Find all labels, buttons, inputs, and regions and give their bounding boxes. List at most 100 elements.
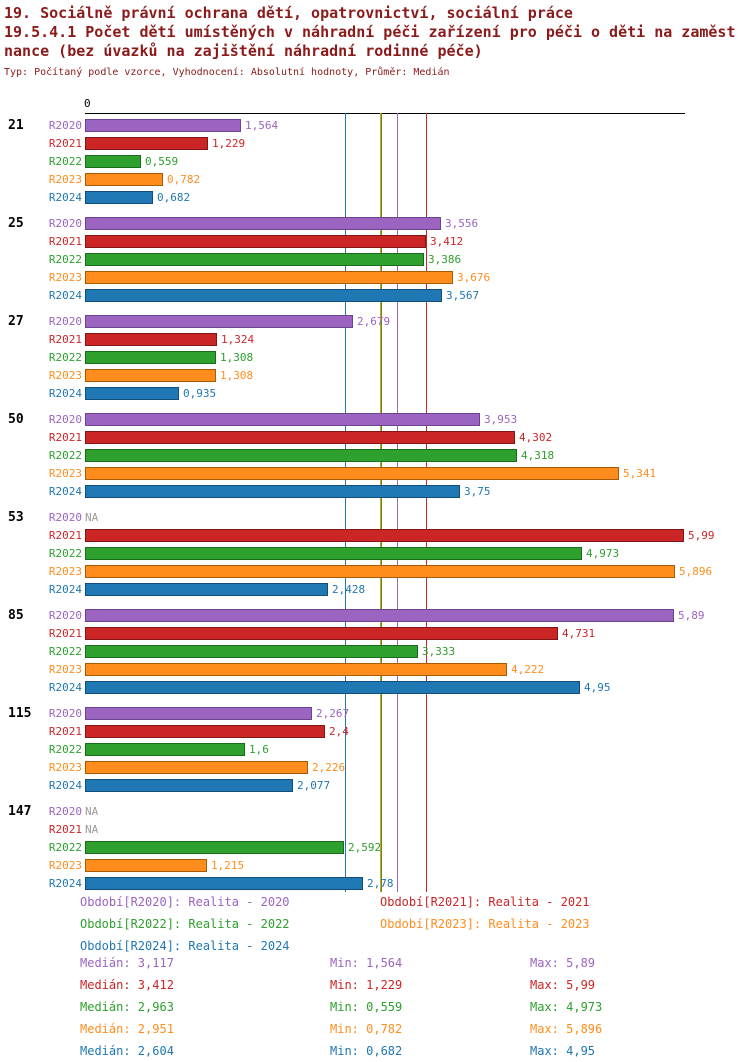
bar-R2024 xyxy=(85,680,580,694)
median-stat: Medián: 2,604 xyxy=(80,1044,174,1058)
series-label: R2024 xyxy=(48,876,82,890)
bar-value-label: 2,679 xyxy=(357,314,391,328)
bar-R2020 xyxy=(85,706,312,720)
bar-chart: 0 21 R2020 1,564 R2021 1,229 R2022 0,559 R2023 0… xyxy=(0,97,750,897)
bar-value-label: 1,308 xyxy=(220,368,254,382)
bar-value-label: 3,386 xyxy=(428,252,462,266)
median-line-R2021 xyxy=(426,113,428,892)
bar-row: R2023 5,341 xyxy=(0,464,750,482)
bar-value-label: 2,226 xyxy=(312,760,346,774)
bar-group: 27 R2020 2,679 R2021 1,324 R2022 1,308 R2023 1,3… xyxy=(0,312,750,402)
series-label: R2020 xyxy=(48,118,82,132)
bar-row: R2022 4,318 xyxy=(0,446,750,464)
bar-row: R2024 3,75 xyxy=(0,482,750,500)
series-label: R2021 xyxy=(48,136,82,150)
series-label: R2022 xyxy=(48,840,82,854)
bar-R2021 xyxy=(85,136,208,150)
bar-value-label: 5,341 xyxy=(623,466,657,480)
series-label: R2024 xyxy=(48,190,82,204)
stats-row-R2020: Medián: 3,117 Min: 1,564 Max: 5,89 xyxy=(80,952,740,974)
median-stat: Medián: 2,963 xyxy=(80,1000,174,1014)
bar-value-label: 2,592 xyxy=(348,840,382,854)
series-label: R2023 xyxy=(48,858,82,872)
bar-R2022 xyxy=(85,546,582,560)
series-label: R2023 xyxy=(48,172,82,186)
series-label: R2021 xyxy=(48,234,82,248)
bar-value-label: 3,556 xyxy=(445,216,479,230)
bar-R2022 xyxy=(85,252,424,266)
group-label: 85 xyxy=(8,607,24,623)
bar-R2020 xyxy=(85,608,674,622)
median-line-R2023 xyxy=(380,113,382,892)
bar-group: 50 R2020 3,953 R2021 4,302 R2022 4,318 R2023 5,3… xyxy=(0,410,750,500)
bar-row: 50 R2020 3,953 xyxy=(0,410,750,428)
bar-value-label: 1,324 xyxy=(221,332,255,346)
stats-row-R2021: Medián: 3,412 Min: 1,229 Max: 5,99 xyxy=(80,974,740,996)
bar-row: R2024 3,567 xyxy=(0,286,750,304)
series-label: R2020 xyxy=(48,608,82,622)
bar-value-label: 4,95 xyxy=(584,680,611,694)
series-label: R2022 xyxy=(48,448,82,462)
series-label: R2021 xyxy=(48,724,82,738)
group-label: 27 xyxy=(8,313,24,329)
group-label: 53 xyxy=(8,509,24,525)
bar-row: R2022 3,333 xyxy=(0,642,750,660)
bar-row: 53 R2020 NA xyxy=(0,508,750,526)
bar-row: R2021 5,99 xyxy=(0,526,750,544)
chart-legend: Období[R2020]: Realita - 2020 Období[R202… xyxy=(80,891,720,957)
title-block: 19. Sociálně právní ochrana dětí, opatro… xyxy=(4,4,750,80)
bar-R2023 xyxy=(85,172,163,186)
bar-row: R2022 3,386 xyxy=(0,250,750,268)
legend-item-R2020: Období[R2020]: Realita - 2020 xyxy=(80,895,290,909)
bar-row: R2024 2,78 xyxy=(0,874,750,892)
bar-row: R2021 1,324 xyxy=(0,330,750,348)
bar-value-label: 3,412 xyxy=(430,234,464,248)
bar-R2021 xyxy=(85,332,217,346)
bar-row: R2021 1,229 xyxy=(0,134,750,152)
bar-groups: 21 R2020 1,564 R2021 1,229 R2022 0,559 R2023 0,7… xyxy=(0,116,750,900)
series-label: R2020 xyxy=(48,510,82,524)
chart-title-line3: nance (bez úvazků na zajištění náhradní … xyxy=(4,42,483,60)
bar-row: 147 R2020 NA xyxy=(0,802,750,820)
series-label: R2020 xyxy=(48,412,82,426)
bar-value-label: 4,222 xyxy=(511,662,545,676)
bar-R2020 xyxy=(85,412,480,426)
legend-item-R2023: Období[R2023]: Realita - 2023 xyxy=(380,917,590,931)
bar-row: R2024 2,077 xyxy=(0,776,750,794)
bar-row: R2021 2,4 xyxy=(0,722,750,740)
series-label: R2023 xyxy=(48,564,82,578)
min-stat: Min: 1,229 xyxy=(330,978,403,992)
bar-value-label: 0,935 xyxy=(183,386,217,400)
bar-R2023 xyxy=(85,368,216,382)
bar-R2020 xyxy=(85,216,441,230)
series-label: R2020 xyxy=(48,804,82,818)
bar-value-label: 4,973 xyxy=(586,546,620,560)
chart-title-line1: 19. Sociálně právní ochrana dětí, opatro… xyxy=(4,4,573,22)
bar-R2023 xyxy=(85,858,207,872)
group-label: 21 xyxy=(8,117,24,133)
bar-R2024 xyxy=(85,190,153,204)
series-label: R2021 xyxy=(48,332,82,346)
bar-R2023 xyxy=(85,270,453,284)
median-line-R2024 xyxy=(345,113,347,892)
median-line-R2020 xyxy=(396,113,398,892)
bar-R2024 xyxy=(85,778,293,792)
median-stat: Medián: 2,951 xyxy=(80,1022,174,1036)
chart-title-line2: 19.5.4.1 Počet dětí umístěných v náhradn… xyxy=(4,23,736,41)
bar-value-label: 2,428 xyxy=(332,582,366,596)
bar-row: 27 R2020 2,679 xyxy=(0,312,750,330)
bar-R2020 xyxy=(85,314,353,328)
bar-value-label: 2,4 xyxy=(329,724,349,738)
na-label: NA xyxy=(85,822,99,836)
series-label: R2024 xyxy=(48,288,82,302)
min-stat: Min: 0,782 xyxy=(330,1022,403,1036)
bar-R2021 xyxy=(85,724,325,738)
bar-value-label: 0,782 xyxy=(167,172,201,186)
bar-value-label: 1,564 xyxy=(245,118,279,132)
series-label: R2022 xyxy=(48,644,82,658)
bar-row: R2021 3,412 xyxy=(0,232,750,250)
min-stat: Min: 0,559 xyxy=(330,1000,403,1014)
bar-value-label: 0,559 xyxy=(145,154,179,168)
bar-row: 115 R2020 2,267 xyxy=(0,704,750,722)
bar-value-label: 3,333 xyxy=(422,644,456,658)
